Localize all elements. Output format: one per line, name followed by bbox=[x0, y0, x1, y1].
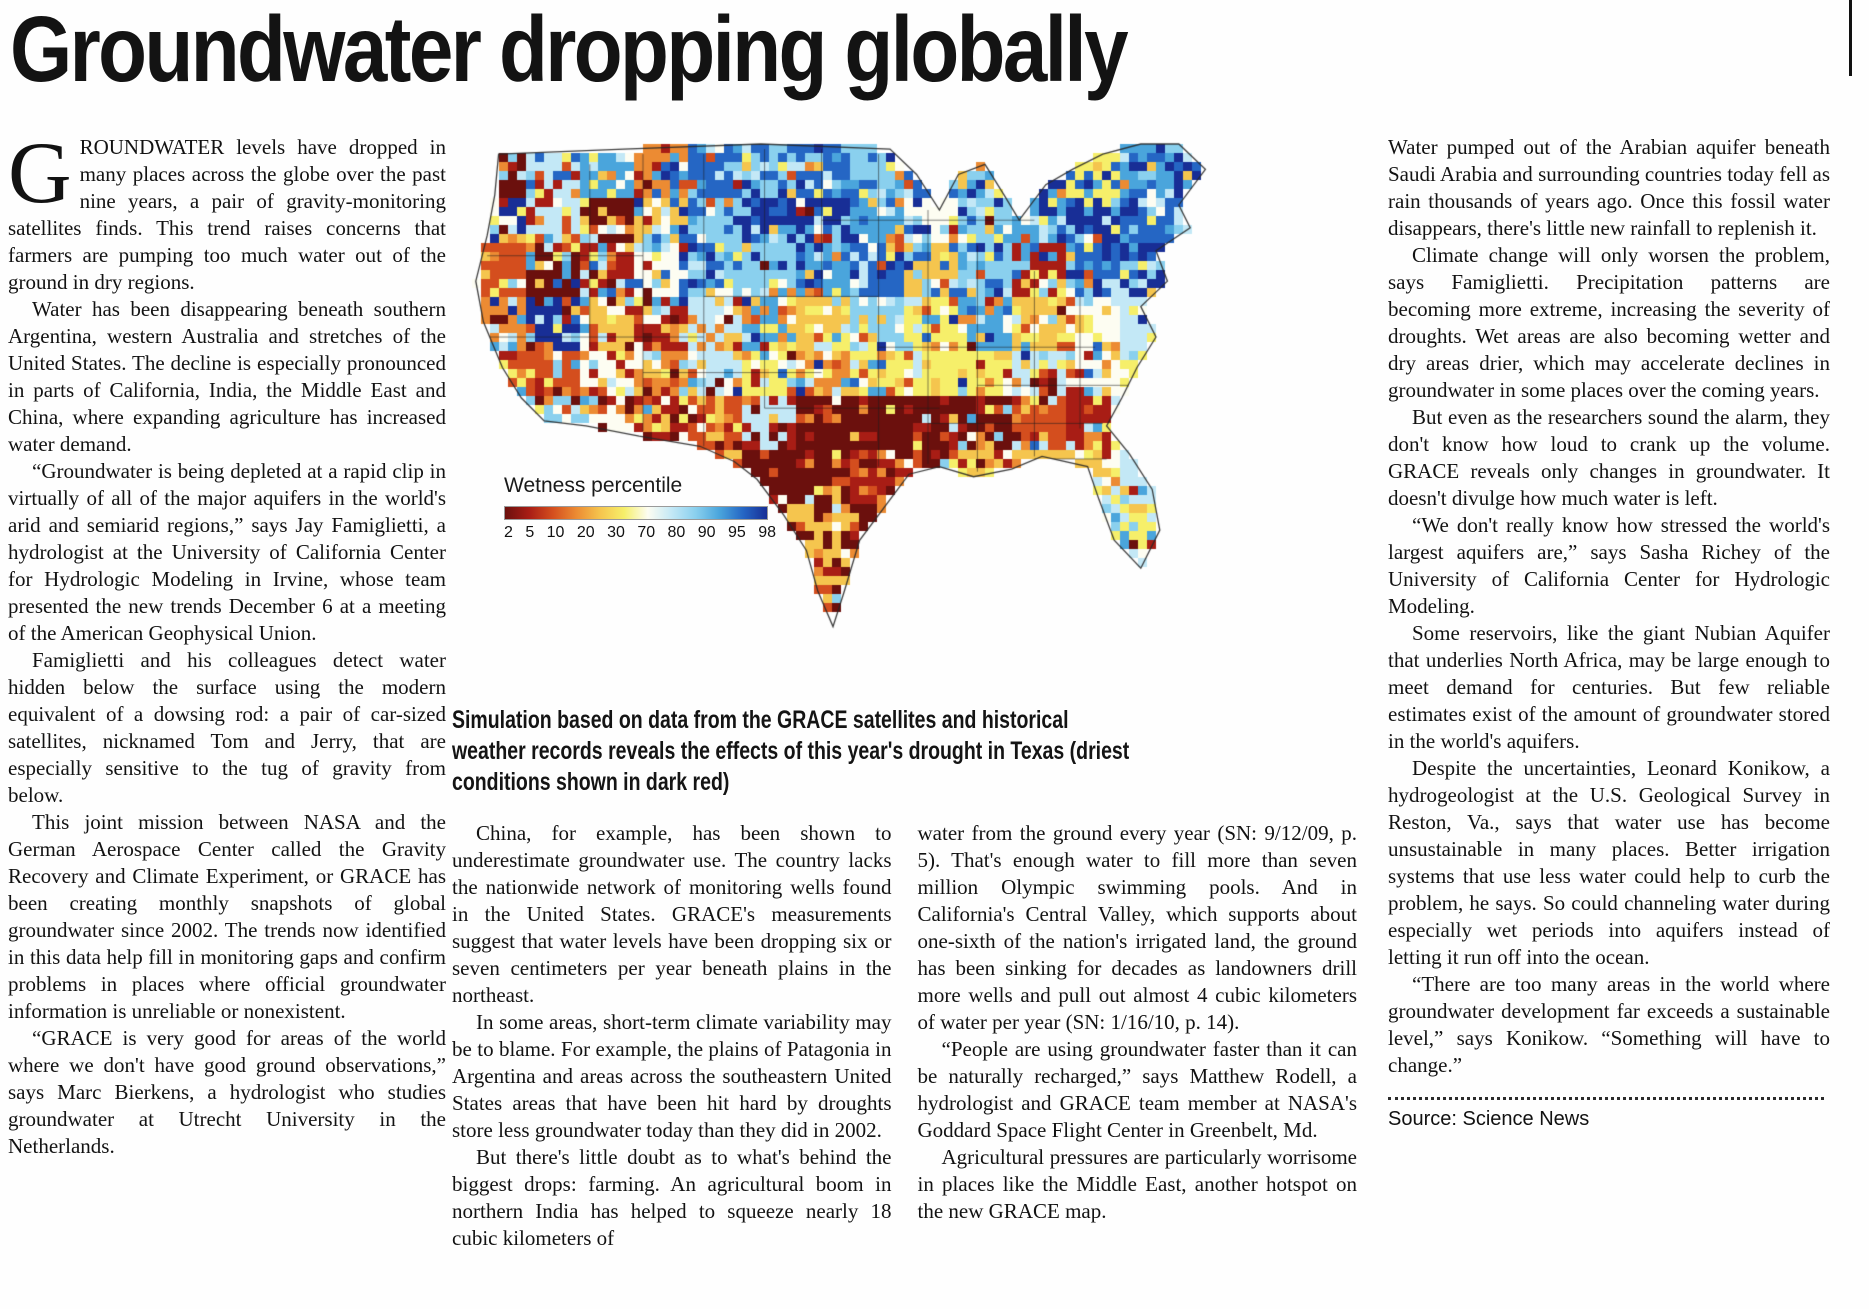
mid-right-column: water from the ground every year (SN: 9/… bbox=[918, 820, 1358, 1252]
paragraph: Climate change will only worsen the prob… bbox=[1388, 243, 1830, 402]
paragraph: “People are using groundwater faster tha… bbox=[917, 1037, 1358, 1142]
paragraph: China, for example, has been shown to un… bbox=[452, 821, 892, 1007]
paragraph: “Groundwater is being depleted at a rapi… bbox=[8, 459, 446, 645]
lead-paragraph: G ROUNDWATER levels have dropped in many … bbox=[8, 125, 446, 296]
paragraph: Famiglietti and his colleagues detect wa… bbox=[8, 648, 446, 807]
drop-cap: G bbox=[8, 125, 72, 222]
left-paragraphs: Water has been disappearing beneath sout… bbox=[8, 296, 446, 1160]
dotted-divider bbox=[1388, 1097, 1824, 1100]
legend-tick: 98 bbox=[758, 524, 776, 541]
legend-tick: 20 bbox=[576, 524, 595, 541]
lead-text: ROUNDWATER levels have dropped in many p… bbox=[8, 135, 446, 294]
map-figure: Wetness percentile 2 5 10 20 30 70 80 90 95 98 bbox=[452, 140, 1357, 685]
source-credit: Source: Science News bbox=[1388, 1108, 1590, 1130]
legend-tick: 80 bbox=[667, 524, 686, 541]
center-column: Wetness percentile 2 5 10 20 30 70 80 90 95 98 Si… bbox=[452, 126, 1357, 1252]
legend-ramp bbox=[504, 506, 768, 520]
paragraph: But there's little doubt as to what's be… bbox=[452, 1145, 892, 1250]
map-legend: Wetness percentile 2 5 10 20 30 70 80 90 95 98 bbox=[504, 474, 776, 542]
paragraph: This joint mission between NASA and the … bbox=[8, 810, 446, 1023]
right-column: Water pumped out of the Arabian aquifer … bbox=[1388, 126, 1830, 1131]
paragraph: Agricultural pressures are particularly … bbox=[917, 1145, 1358, 1223]
legend-tick: 2 bbox=[504, 524, 513, 541]
paragraph: In some areas, short-term climate variab… bbox=[452, 1010, 892, 1142]
paragraph: Water pumped out of the Arabian aquifer … bbox=[1388, 135, 1830, 240]
right-paragraphs: Water pumped out of the Arabian aquifer … bbox=[1388, 134, 1830, 1079]
legend-tick: 5 bbox=[525, 524, 535, 541]
article-body: G ROUNDWATER levels have dropped in many … bbox=[0, 126, 1869, 1309]
legend-ticks: 2 5 10 20 30 70 80 90 95 98 bbox=[504, 524, 776, 542]
paragraph: Water has been disappearing beneath sout… bbox=[8, 297, 446, 456]
paragraph: “There are too many areas in the world w… bbox=[1388, 972, 1830, 1077]
map-caption: Simulation based on data from the GRACE … bbox=[452, 706, 1130, 796]
page-edge-rule bbox=[1849, 0, 1852, 76]
paragraph: Despite the uncertainties, Leonard Konik… bbox=[1388, 756, 1830, 969]
paragraph: But even as the researchers sound the al… bbox=[1388, 405, 1830, 510]
headline: Groundwater dropping globally bbox=[10, 0, 1129, 101]
legend-tick: 90 bbox=[697, 524, 716, 541]
paragraph: “GRACE is very good for areas of the wor… bbox=[8, 1026, 446, 1158]
legend-tick: 30 bbox=[607, 524, 625, 541]
paragraph: Some reservoirs, like the giant Nubian A… bbox=[1388, 621, 1830, 753]
legend-tick: 70 bbox=[637, 524, 656, 541]
legend-tick: 95 bbox=[727, 524, 746, 541]
paragraph: water from the ground every year (SN: 9/… bbox=[917, 821, 1358, 1034]
mid-columns: China, for example, has been shown to un… bbox=[452, 820, 1357, 1252]
legend-title: Wetness percentile bbox=[504, 474, 683, 497]
left-column: G ROUNDWATER levels have dropped in many … bbox=[8, 126, 446, 1160]
us-wetness-map bbox=[452, 140, 1357, 685]
paragraph: “We don't really know how stressed the w… bbox=[1388, 513, 1830, 618]
mid-left-column: China, for example, has been shown to un… bbox=[452, 820, 892, 1252]
legend-tick: 10 bbox=[546, 524, 565, 541]
